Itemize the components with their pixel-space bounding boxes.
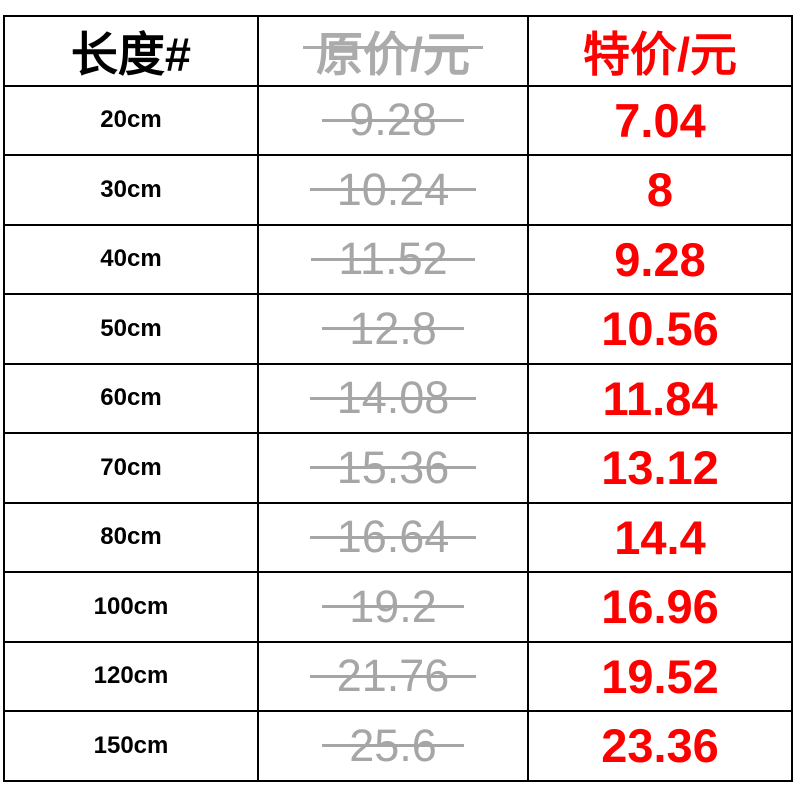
length-cell: 80cm [5,503,257,571]
column-header-original-price-text: 原价/元 [302,16,484,85]
length-cell-text: 60cm [100,384,162,412]
length-cell-text: 50cm [100,314,162,342]
special-price-cell: 13.12 [529,434,791,502]
column-header-special-price-text: 特价/元 [582,28,738,82]
original-price-cell: 25.6 [259,712,527,780]
original-price-cell: 16.64 [259,503,527,571]
length-cell-text: 70cm [100,453,162,481]
length-cell: 50cm [5,295,257,363]
original-price-cell-text: 16.64 [309,511,476,563]
special-price-cell: 19.52 [529,642,791,710]
original-price-cell: 10.24 [259,156,527,224]
original-price-cell-text: 19.2 [322,580,464,632]
special-price-cell: 10.56 [529,295,791,363]
length-cell-text: 30cm [100,175,162,203]
special-price-cell-text: 10.56 [601,302,719,356]
length-cell-text: 150cm [93,731,169,759]
length-cell-text: 20cm [100,106,162,134]
special-price-cell: 9.28 [529,225,791,293]
special-price-cell: 11.84 [529,364,791,432]
length-cell: 20cm [5,86,257,154]
price-table: 长度# 原价/元 特价/元 20cm 9.28 7.04 30cm 10.24 8 40cm 11.… [3,15,793,782]
original-price-cell-text: 10.24 [309,163,476,215]
length-cell: 100cm [5,573,257,641]
special-price-cell-text: 7.04 [614,93,706,147]
original-price-cell: 9.28 [259,86,527,154]
column-header-length-text: 长度# [70,28,192,82]
original-price-cell-text: 9.28 [322,94,464,146]
special-price-cell-text: 19.52 [601,649,719,703]
special-price-cell-text: 16.96 [601,580,719,634]
original-price-cell-text: 21.76 [309,650,476,702]
length-cell: 30cm [5,156,257,224]
special-price-cell: 23.36 [529,712,791,780]
special-price-cell: 7.04 [529,86,791,154]
special-price-cell-text: 23.36 [601,719,719,773]
original-price-cell-text: 15.36 [309,441,476,493]
column-header-original-price: 原价/元 [259,17,527,85]
original-price-cell: 19.2 [259,573,527,641]
column-header-special-price: 特价/元 [529,17,791,85]
length-cell-text: 100cm [93,592,169,620]
length-cell-text: 120cm [93,662,169,690]
original-price-cell-text: 11.52 [311,233,475,285]
original-price-cell-text: 12.8 [322,302,464,354]
special-price-cell-text: 14.4 [614,510,706,564]
original-price-cell: 12.8 [259,295,527,363]
original-price-cell-text: 25.6 [322,719,464,771]
original-price-cell-text: 14.08 [309,372,476,424]
special-price-cell: 8 [529,156,791,224]
special-price-cell-text: 9.28 [614,232,706,286]
length-cell: 40cm [5,225,257,293]
special-price-cell-text: 8 [646,163,674,217]
length-cell-text: 80cm [100,523,162,551]
length-cell: 60cm [5,364,257,432]
length-cell: 70cm [5,434,257,502]
special-price-cell-text: 13.12 [601,441,719,495]
column-header-length: 长度# [5,17,257,85]
original-price-cell: 11.52 [259,225,527,293]
length-cell: 150cm [5,712,257,780]
original-price-cell: 15.36 [259,434,527,502]
special-price-cell-text: 11.84 [602,371,718,425]
length-cell: 120cm [5,642,257,710]
original-price-cell: 21.76 [259,642,527,710]
original-price-cell: 14.08 [259,364,527,432]
length-cell-text: 40cm [100,245,162,273]
special-price-cell: 14.4 [529,503,791,571]
special-price-cell: 16.96 [529,573,791,641]
